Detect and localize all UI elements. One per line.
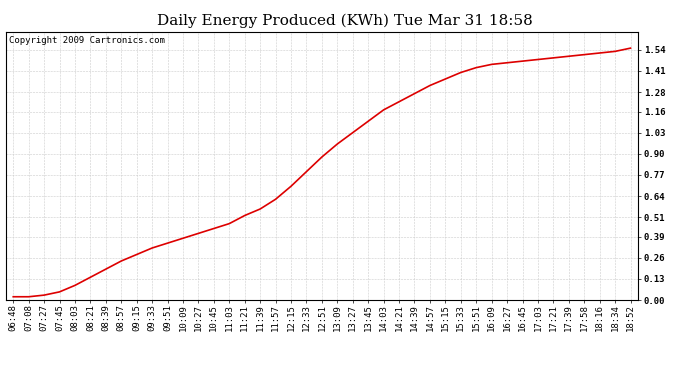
Text: Copyright 2009 Cartronics.com: Copyright 2009 Cartronics.com — [9, 36, 164, 45]
Text: Daily Energy Produced (KWh) Tue Mar 31 18:58: Daily Energy Produced (KWh) Tue Mar 31 1… — [157, 13, 533, 27]
